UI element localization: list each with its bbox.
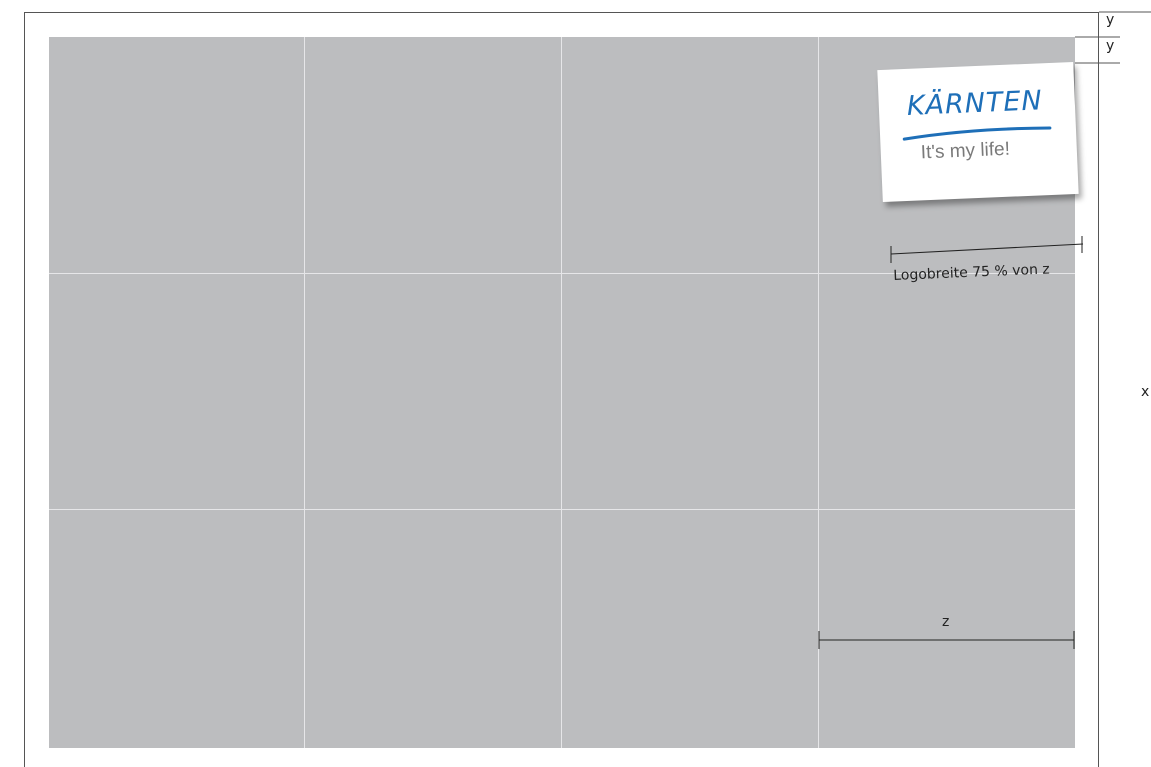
y-label-second: y xyxy=(1106,38,1115,54)
page-frame xyxy=(24,12,1099,767)
logo-width-dimension xyxy=(890,236,1084,263)
z-dimension xyxy=(818,631,1075,649)
grid-column-divider xyxy=(304,37,305,748)
y-label-top: y xyxy=(1106,12,1115,28)
logo-card: KÄRNTEN It's my life! xyxy=(877,61,1079,203)
logo-swoosh xyxy=(902,126,1052,141)
z-label: z xyxy=(942,614,950,630)
grid-row-divider xyxy=(49,273,1075,274)
grid-column-divider xyxy=(818,37,819,748)
x-label: x xyxy=(1141,384,1150,400)
grid-row-divider xyxy=(49,509,1075,510)
grid-column-divider xyxy=(561,37,562,748)
